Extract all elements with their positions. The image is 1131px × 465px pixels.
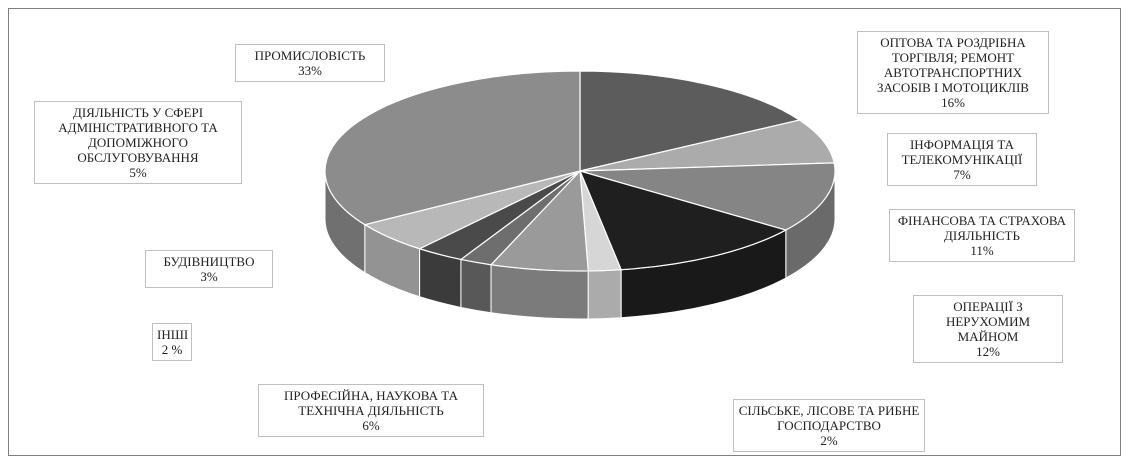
pie-slice-0 xyxy=(579,70,801,172)
data-label-professional-value: 6% xyxy=(362,418,380,433)
data-label-construction-value: 3% xyxy=(200,269,218,284)
data-label-agriculture-name: СІЛЬСЬКЕ, ЛІСОВЕ ТА РИБНЕ ГОСПОДАРСТВО xyxy=(738,403,920,433)
pie-slice-3 xyxy=(578,170,788,271)
data-label-professional-name: ПРОФЕСІЙНА, НАУКОВА ТА ТЕХНІЧНА ДІЯЛЬНІС… xyxy=(284,388,458,418)
data-label-information-value: 7% xyxy=(953,167,971,182)
data-label-construction-name: БУДІВНИЦТВО xyxy=(163,254,255,269)
data-label-real-estate-value: 12% xyxy=(976,344,1000,359)
data-label-trade-value: 16% xyxy=(941,95,965,110)
data-label-industry-name: ПРОМИСЛОВІСТЬ xyxy=(254,48,366,63)
pie-slice-1 xyxy=(579,119,835,172)
data-label-administrative: ДІЯЛЬНІСТЬ У СФЕРІ АДМІНІСТРАТИВНОГО ТА … xyxy=(34,101,242,184)
data-label-trade: ОПТОВА ТА РОЗДРІБНА ТОРГІВЛЯ; РЕМОНТ АВТ… xyxy=(857,31,1049,114)
data-label-information: ІНФОРМАЦІЯ ТА ТЕЛЕКОМУНІКАЦІЇ 7% xyxy=(887,133,1037,186)
data-label-administrative-name: ДІЯЛЬНІСТЬ У СФЕРІ АДМІНІСТРАТИВНОГО ТА … xyxy=(58,105,218,165)
data-label-finance-name: ФІНАНСОВА ТА СТРАХОВА ДІЯЛЬНІСТЬ xyxy=(897,213,1067,243)
data-label-industry-value: 33% xyxy=(298,63,322,78)
pie-side-5 xyxy=(490,264,589,320)
pie-side-6 xyxy=(460,258,492,314)
data-label-other-name: ІНШІ xyxy=(157,327,189,342)
data-label-real-estate-name: ОПЕРАЦІЇ З НЕРУХОМИМ МАЙНОМ xyxy=(945,299,1031,344)
data-label-trade-name: ОПТОВА ТА РОЗДРІБНА ТОРГІВЛЯ; РЕМОНТ АВТ… xyxy=(877,35,1029,95)
data-label-industry: ПРОМИСЛОВІСТЬ 33% xyxy=(235,44,385,82)
data-label-professional: ПРОФЕСІЙНА, НАУКОВА ТА ТЕХНІЧНА ДІЯЛЬНІС… xyxy=(258,384,484,437)
data-label-finance-value: 11% xyxy=(970,243,994,258)
data-label-agriculture-value: 2% xyxy=(820,433,838,448)
data-label-finance: ФІНАНСОВА ТА СТРАХОВА ДІЯЛЬНІСТЬ 11% xyxy=(889,209,1075,262)
data-label-other-value: 2 % xyxy=(161,342,183,357)
pie-slice-2 xyxy=(579,162,836,231)
data-label-agriculture: СІЛЬСЬКЕ, ЛІСОВЕ ТА РИБНЕ ГОСПОДАРСТВО 2… xyxy=(733,399,925,452)
data-label-real-estate: ОПЕРАЦІЇ З НЕРУХОМИМ МАЙНОМ 12% xyxy=(913,295,1063,363)
data-label-information-name: ІНФОРМАЦІЯ ТА ТЕЛЕКОМУНІКАЦІЇ xyxy=(901,137,1023,167)
pie-slice-9 xyxy=(324,70,581,226)
data-label-administrative-value: 5% xyxy=(129,165,147,180)
pie-side-4 xyxy=(587,269,622,320)
pie-chart xyxy=(324,70,836,320)
data-label-construction: БУДІВНИЦТВО 3% xyxy=(145,250,273,288)
data-label-other: ІНШІ 2 % xyxy=(152,323,192,361)
chart-frame: ОПТОВА ТА РОЗДРІБНА ТОРГІВЛЯ; РЕМОНТ АВТ… xyxy=(8,8,1121,456)
